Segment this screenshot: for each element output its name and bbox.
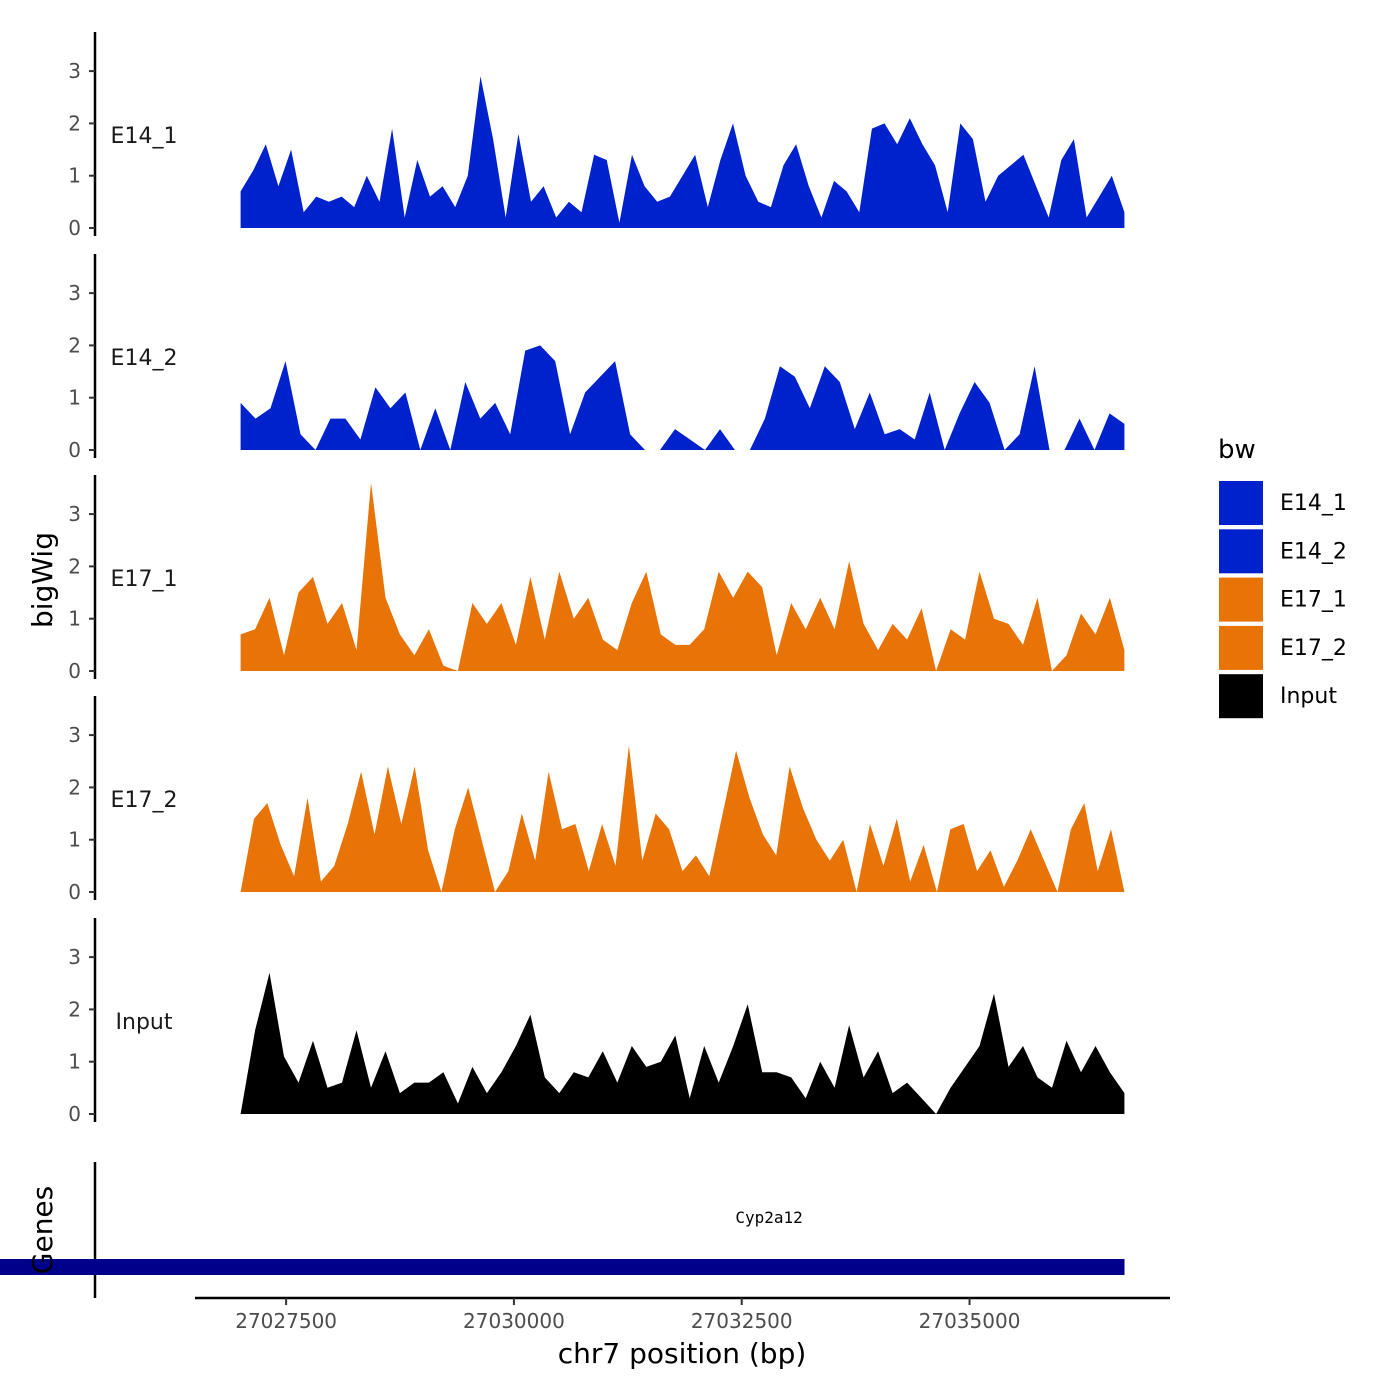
y-tick-label: 2 (68, 333, 81, 357)
track-e17-1: 0 1 2 3 E17_1 (68, 475, 1125, 683)
y-tick-label: 1 (68, 607, 81, 631)
x-axis: 27027500 27030000 27032500 27035000 (195, 1296, 1170, 1333)
gene-track: Cyp2a12 (0, 1162, 1125, 1298)
track-e14-1: 0 1 2 3 E14_1 (68, 32, 1125, 240)
y-tick-label: 3 (68, 502, 81, 526)
genes-axis-title: Genes (26, 1186, 59, 1274)
track-e17-2: 0 1 2 3 E17_2 (68, 696, 1125, 904)
y-tick-label: 1 (68, 1050, 81, 1074)
y-tick-label: 2 (68, 997, 81, 1021)
y-tick-label: 0 (68, 216, 81, 240)
legend-swatch (1219, 481, 1263, 525)
y-axis-title: bigWig (26, 532, 59, 628)
y-tick-label: 0 (68, 1102, 81, 1126)
signal-area-e17-1 (240, 482, 1125, 671)
legend-label: E14_2 (1280, 539, 1347, 564)
y-tick-label: 3 (68, 723, 81, 747)
legend-swatch (1219, 674, 1263, 719)
y-tick-label: 0 (68, 880, 81, 904)
track-e14-2: 0 1 2 3 E14_2 (68, 254, 1125, 462)
legend-label: E17_2 (1280, 636, 1347, 661)
y-tick-label: 1 (68, 386, 81, 410)
track-input: 0 1 2 3 Input (68, 918, 1125, 1126)
legend-label: E14_1 (1280, 491, 1347, 516)
y-tick-label: 1 (68, 828, 81, 852)
gene-name-label: Cyp2a12 (735, 1208, 802, 1227)
legend: bw E14_1 E14_2 E17_1 E17_2 Input (1218, 435, 1347, 719)
signal-tracks: 0 1 2 3 E14_1 0 1 2 3 E14_2 0 1 2 3 E17_1 0 1 2 3 E17_2 0 1 2 3… (68, 32, 1125, 1126)
signal-area-input (240, 972, 1125, 1114)
track-label: E14_2 (111, 346, 178, 371)
y-tick-label: 2 (68, 554, 81, 578)
legend-label: Input (1280, 684, 1337, 709)
x-tick-label: 27030000 (463, 1309, 565, 1333)
track-label: Input (116, 1010, 173, 1035)
x-tick-label: 27035000 (919, 1309, 1021, 1333)
y-tick-label: 2 (68, 111, 81, 135)
track-label: E17_1 (111, 567, 178, 592)
signal-area-e17-2 (240, 745, 1125, 892)
y-tick-label: 0 (68, 659, 81, 683)
legend-swatch (1219, 625, 1263, 670)
x-axis-title: chr7 position (bp) (558, 1337, 807, 1370)
y-tick-label: 3 (68, 281, 81, 305)
x-tick-label: 27027500 (235, 1309, 337, 1333)
y-tick-label: 1 (68, 164, 81, 188)
y-tick-label: 2 (68, 775, 81, 799)
track-label: E14_1 (111, 124, 178, 149)
x-tick-label: 27032500 (691, 1309, 793, 1333)
track-label: E17_2 (111, 788, 178, 813)
signal-area-e14-2 (240, 345, 1125, 450)
legend-label: E17_1 (1280, 588, 1347, 613)
y-tick-label: 0 (68, 438, 81, 462)
legend-swatch (1219, 529, 1263, 574)
signal-area-e14-1 (240, 76, 1125, 228)
y-tick-label: 3 (68, 59, 81, 83)
gene-exon (0, 1259, 1125, 1275)
y-tick-label: 3 (68, 945, 81, 969)
legend-swatch (1219, 577, 1263, 622)
legend-title: bw (1218, 435, 1256, 465)
